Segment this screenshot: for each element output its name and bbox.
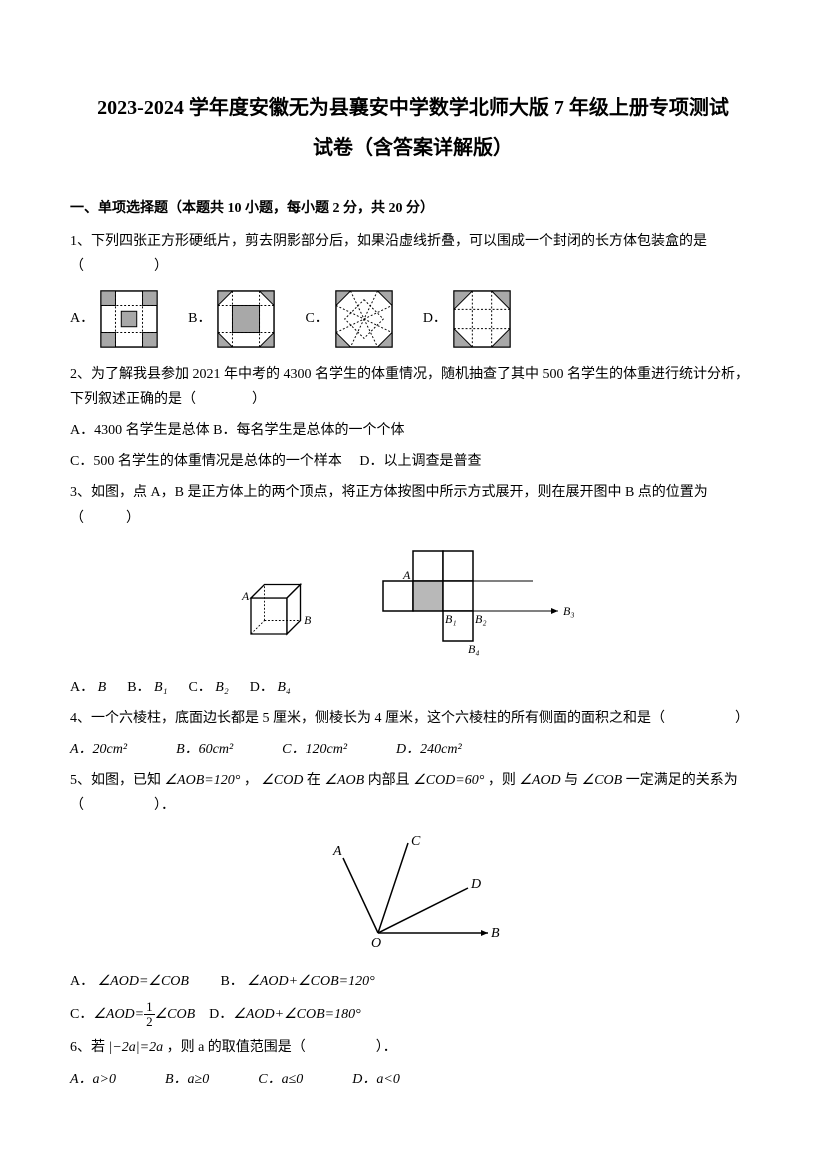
q3-cube-label-B: B (304, 614, 311, 627)
q3-opt-a-val: B (98, 680, 107, 695)
q6-text: 6、若 |−2a|=2a ，则 a 的取值范围是（ ）． (70, 1035, 756, 1060)
q3-opt-d-val: B₄ (277, 680, 290, 695)
q1-d-label: D． (423, 306, 447, 331)
q6-opt-b: B．a≥0 (165, 1072, 209, 1087)
q4-opt-a: A．20cm² (70, 742, 127, 757)
section1-header: 一、单项选择题（本题共 10 小题，每小题 2 分，共 20 分） (70, 196, 756, 221)
q5-angle-figure: A C D B O (323, 833, 503, 953)
q1-option-c: C． (305, 290, 392, 348)
q3-cube-figure: A B (233, 571, 323, 661)
q2-opt-a: A．4300 名学生是总体 (70, 423, 210, 438)
q2-opt-b: B．每名学生是总体的一个个体 (213, 423, 404, 438)
q5-mid4: ，则 (488, 773, 520, 788)
q6-opt-c: C．a≤0 (258, 1072, 303, 1087)
q5-opt-c-pre: C． (70, 1002, 93, 1027)
q2-opts-line1: A．4300 名学生是总体 B．每名学生是总体的一个个体 (70, 418, 756, 443)
q2-opts-line2: C．500 名学生的体重情况是总体的一个样本 D．以上调查是普查 (70, 449, 756, 474)
q5-mid5: 与 (564, 773, 582, 788)
q1-c-label: C． (305, 306, 328, 331)
q4-opt-c: C．120cm² (282, 742, 347, 757)
q1-option-a: A． (70, 290, 158, 348)
q6-opt-d: D．a<0 (352, 1072, 400, 1087)
q3-options: A． B B． B₁ C． B₂ D． B₄ (70, 675, 756, 700)
q1-figure-a (100, 290, 158, 348)
q5-label-B: B (491, 926, 500, 941)
q5-opt-c-expr-pre: ∠AOD= (93, 1002, 144, 1027)
q5-mid1: ， (244, 773, 258, 788)
q5-text: 5、如图，已知 ∠AOB=120° ， ∠COD 在 ∠AOB 内部且 ∠COD… (70, 768, 756, 818)
q5-opt-b-pre: B． (192, 974, 243, 989)
q1-options: A． B． C． (70, 290, 756, 348)
q1-b-label: B． (188, 306, 211, 331)
q5-mid2: 在 (307, 773, 325, 788)
q5-expr4: ∠COD=60° (413, 773, 484, 788)
q6-post: ，则 a 的取值范围是（ ）． (167, 1040, 397, 1055)
q5-opt-c-expr-post: ∠COB (155, 1002, 196, 1027)
q1-option-d: D． (423, 290, 511, 348)
q1-option-b: B． (188, 290, 275, 348)
q3-net-label-B1: B₁ (445, 612, 457, 626)
q4-options: A．20cm² B．60cm² C．120cm² D．240cm² (70, 737, 756, 762)
q6-expr: |−2a|=2a (109, 1040, 164, 1055)
q6-options: A．a>0 B．a≥0 C．a≤0 D．a<0 (70, 1067, 756, 1092)
q3-cube-label-A: A (241, 589, 250, 602)
q5-opts-line1: A． ∠AOD=∠COB B． ∠AOD+∠COB=120° (70, 969, 756, 994)
q3-net-label-A: A (402, 568, 411, 582)
q1-figure-c (335, 290, 393, 348)
q5-opts-line2: C． ∠AOD= 12 ∠COB D． ∠AOD+∠COB=180° (70, 1000, 756, 1030)
q5-expr3: ∠AOB (324, 773, 364, 788)
q2-opt-c: C．500 名学生的体重情况是总体的一个样本 (70, 454, 356, 469)
q5-expr5: ∠AOD (519, 773, 560, 788)
q2-text: 2、为了解我县参加 2021 年中考的 4300 名学生的体重情况，随机抽查了其… (70, 362, 756, 412)
q1-figure-d (453, 290, 511, 348)
q5-label-C: C (411, 834, 421, 849)
q5-opt-b-expr: ∠AOD+∠COB=120° (247, 974, 374, 989)
q3-opt-b-val: B₁ (154, 680, 167, 695)
q2-opt-d: D．以上调查是普查 (359, 454, 481, 469)
page-title-line2: 试卷（含答案详解版） (70, 130, 756, 166)
q1-text: 1、下列四张正方形硬纸片，剪去阴影部分后，如果沿虚线折叠，可以围成一个封闭的长方… (70, 229, 756, 279)
q5-expr2: ∠COD (261, 773, 303, 788)
q5-pre: 5、如图，已知 (70, 773, 165, 788)
q4-text: 4、一个六棱柱，底面边长都是 5 厘米，侧棱长为 4 厘米，这个六棱柱的所有侧面… (70, 706, 756, 731)
q3-net-figure: A B₁ B₂ B₃ B₄ (373, 541, 593, 661)
q4-opt-b: B．60cm² (176, 742, 233, 757)
q3-net-label-B4: B₄ (468, 642, 480, 656)
q5-frac: 12 (144, 1000, 155, 1030)
q5-label-O: O (371, 936, 381, 951)
q5-mid3: 内部且 (368, 773, 414, 788)
q3-opt-a-label: A． (70, 680, 94, 695)
q5-expr1: ∠AOB=120° (165, 773, 241, 788)
q6-opt-a: A．a>0 (70, 1072, 116, 1087)
q3-net-label-B3: B₃ (563, 604, 575, 618)
q5-label-A: A (332, 844, 342, 859)
q1-a-label: A． (70, 306, 94, 331)
q5-label-D: D (470, 877, 481, 892)
q5-figure-wrap: A C D B O (70, 833, 756, 953)
q3-opt-c-label: C． (188, 680, 211, 695)
q5-expr6: ∠COB (582, 773, 623, 788)
q3-net-label-B2: B₂ (475, 612, 487, 626)
q5-opt-d-pre: D． (195, 1002, 233, 1027)
q3-opt-d-label: D． (250, 680, 274, 695)
q3-text: 3、如图，点 A，B 是正方体上的两个顶点，将正方体按图中所示方式展开，则在展开… (70, 480, 756, 530)
q6-pre: 6、若 (70, 1040, 109, 1055)
page-title-line1: 2023-2024 学年度安徽无为县襄安中学数学北师大版 7 年级上册专项测试 (70, 90, 756, 126)
q3-figures: A B A B₁ B₂ B₃ B₄ (70, 541, 756, 661)
q3-opt-b-label: B． (127, 680, 150, 695)
q1-figure-b (217, 290, 275, 348)
q3-opt-c-val: B₂ (215, 680, 228, 695)
q4-opt-d: D．240cm² (396, 742, 462, 757)
q5-opt-a-pre: A． (70, 974, 94, 989)
q5-opt-d-expr: ∠AOD+∠COB=180° (233, 1002, 360, 1027)
q5-opt-a-expr: ∠AOD=∠COB (98, 974, 189, 989)
